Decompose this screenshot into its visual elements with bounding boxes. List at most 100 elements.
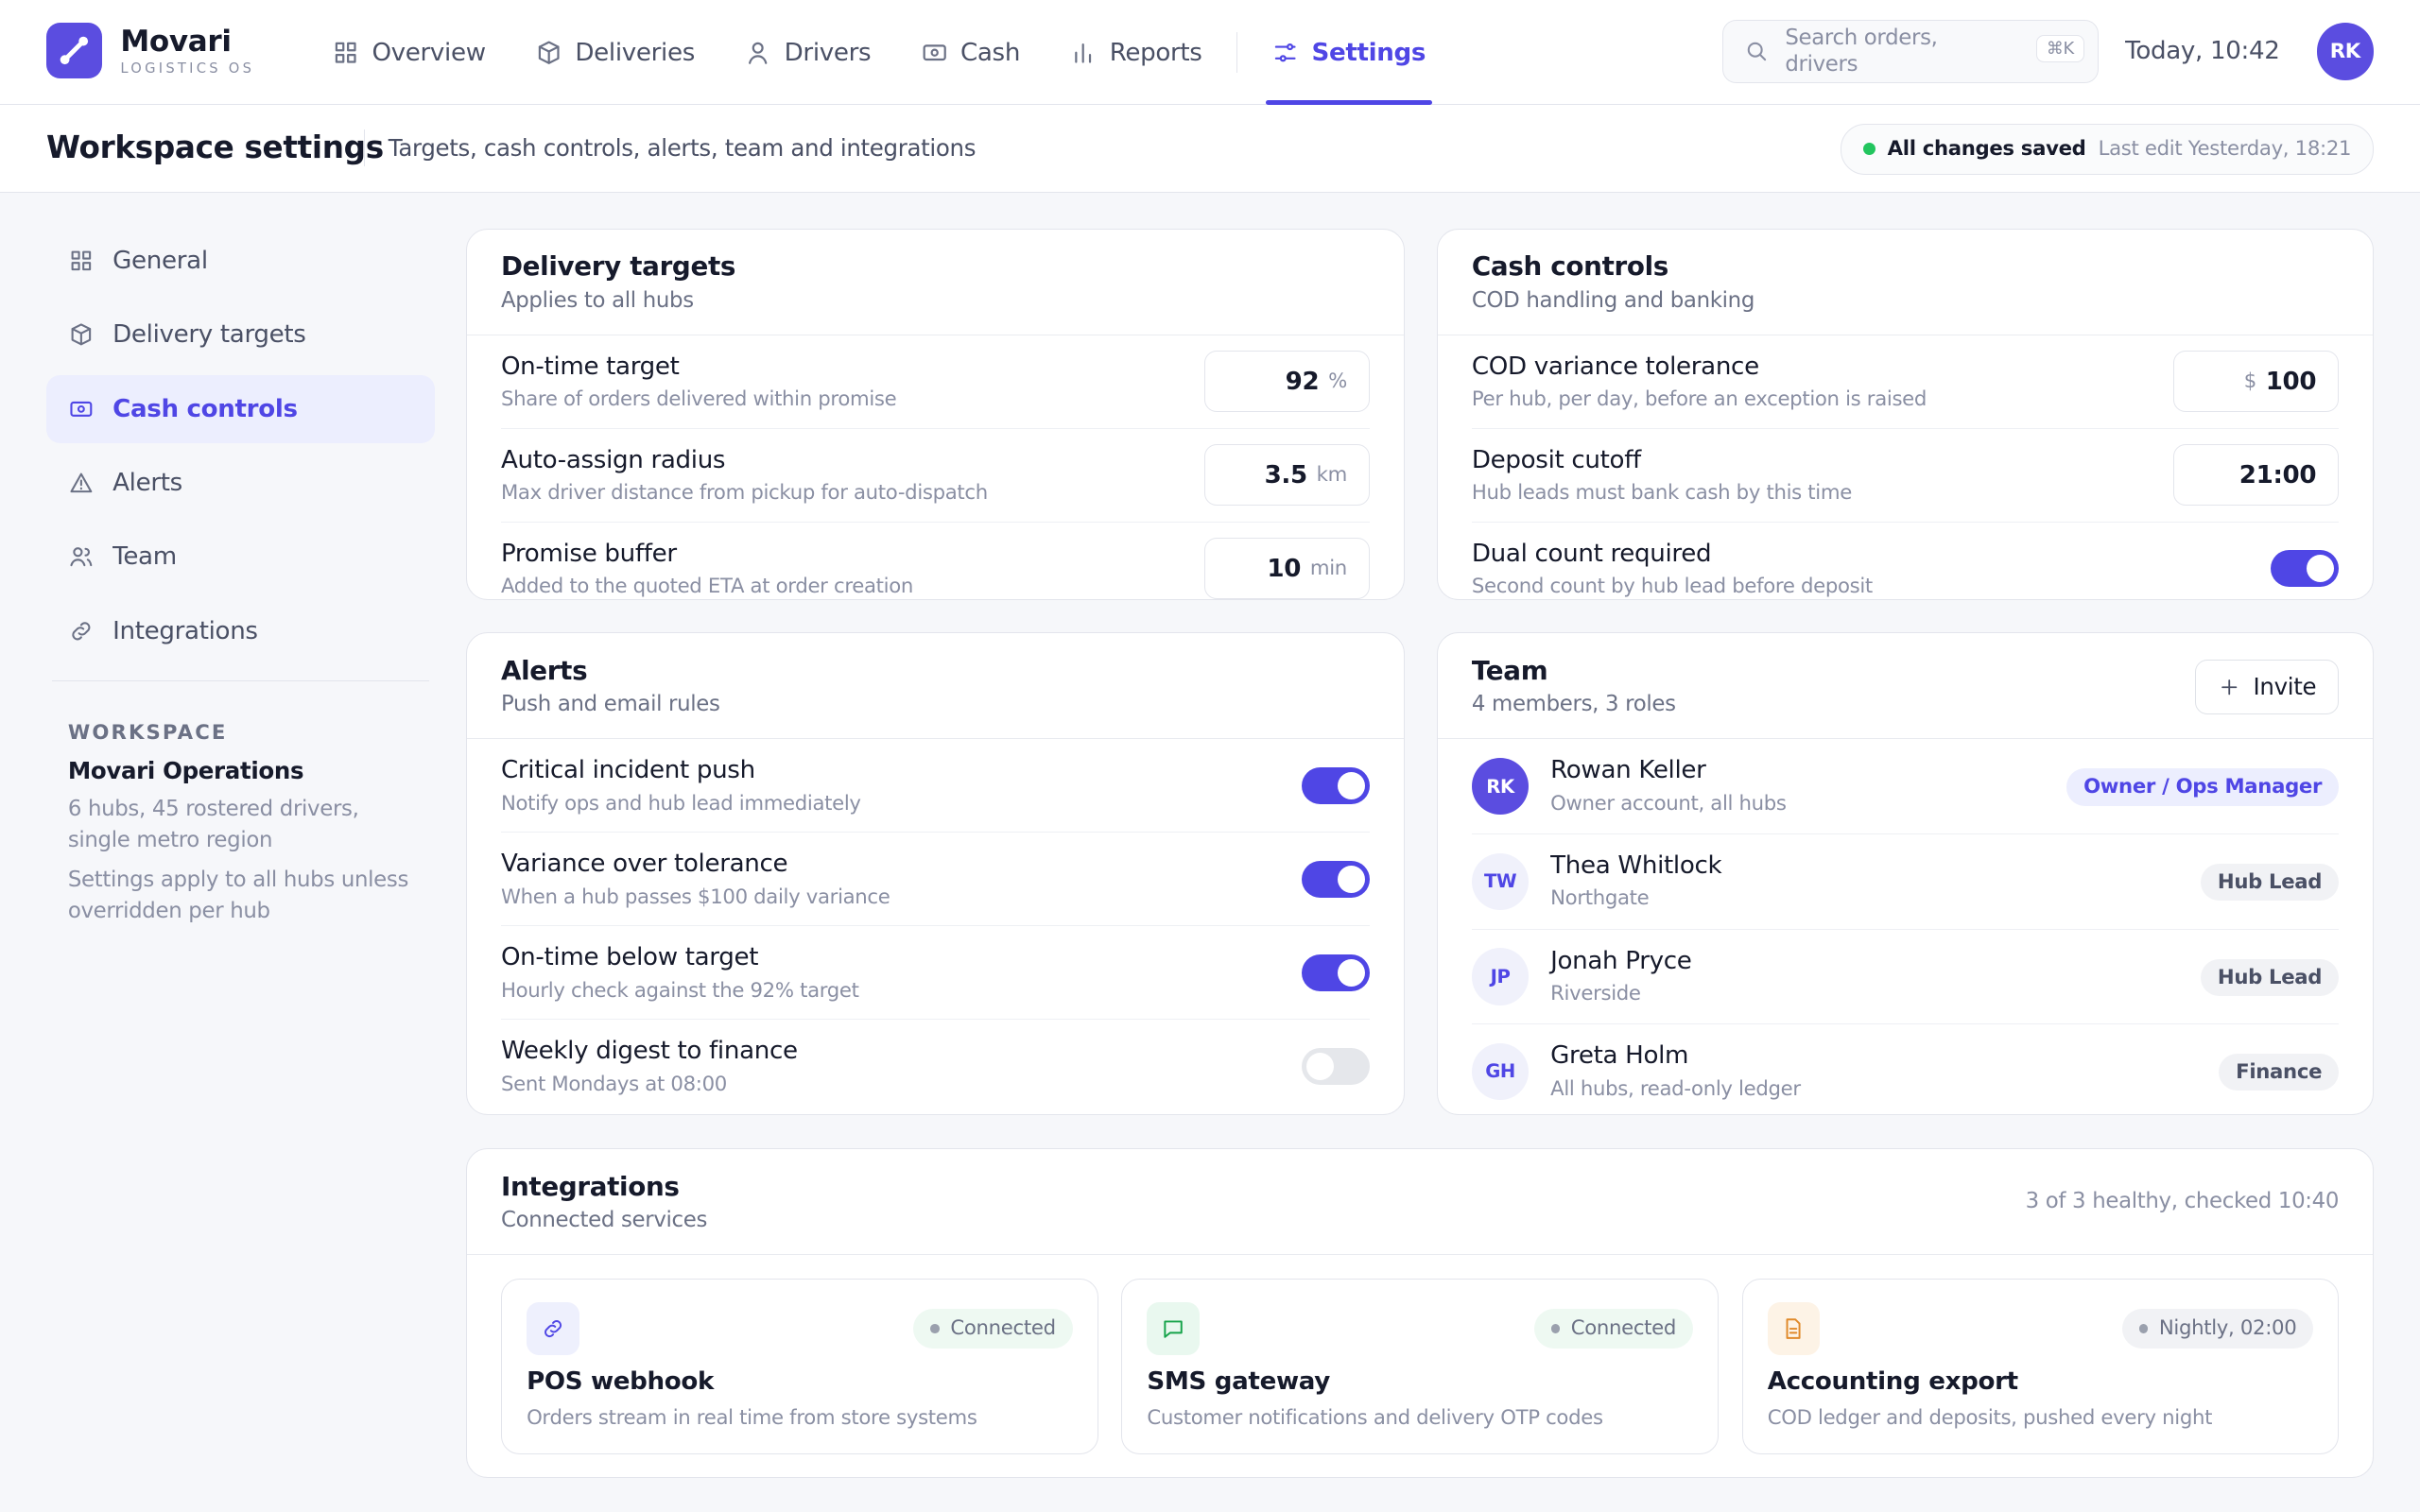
- nav-label: Deliveries: [575, 38, 695, 67]
- member-avatar: GH: [1471, 1042, 1530, 1101]
- input-prefix: $: [2243, 369, 2257, 394]
- member-avatar: RK: [1471, 757, 1530, 816]
- member-detail: Owner account, all hubs: [1550, 791, 1787, 816]
- avatar[interactable]: RK: [2316, 23, 2374, 80]
- integration-desc: Customer notifications and delivery OTP …: [1147, 1405, 1603, 1430]
- nav-item[interactable]: Deliveries: [535, 0, 695, 105]
- workspace-note: 6 hubs, 45 rostered drivers, single metr…: [67, 797, 359, 852]
- card: Delivery targets Applies to all hubs On-ti…: [466, 228, 1405, 601]
- setting-hint: Second count by hub lead before deposit: [1471, 575, 1873, 599]
- integration-badge: Connected: [1533, 1308, 1693, 1349]
- setting-hint: Per hub, per day, before an exception is…: [1471, 387, 1927, 412]
- sidebar-label: Integrations: [112, 616, 258, 645]
- setting-label: Critical incident push: [500, 756, 755, 785]
- setting-input[interactable]: 3.5 km: [1204, 443, 1370, 507]
- member-row: JP Jonah Pryce Riverside Hub Lead: [1471, 930, 2340, 1025]
- logo[interactable]: [45, 23, 102, 79]
- sidebar-item[interactable]: Integrations: [46, 597, 435, 665]
- input-unit: min: [1309, 557, 1347, 580]
- page-subtitle: Targets, cash controls, alerts, team and…: [364, 129, 976, 167]
- setting-hint: Hub leads must bank cash by this time: [1471, 481, 1852, 506]
- setting-row: On-time below target Hourly check against…: [500, 926, 1370, 1021]
- setting-label: Deposit cutoff: [1471, 445, 1641, 474]
- card: Cash controls COD handling and banking COD…: [1436, 228, 2374, 601]
- integration-card[interactable]: Connected SMS gateway Customer notificatio…: [1121, 1278, 1720, 1454]
- input-value: 3.5: [1264, 460, 1308, 490]
- sidebar-label: Alerts: [112, 468, 182, 497]
- integration-desc: COD ledger and deposits, pushed every ni…: [1767, 1405, 2213, 1430]
- toggle[interactable]: [1301, 1047, 1370, 1085]
- nav-item[interactable]: Reports: [1069, 0, 1202, 105]
- nav-item[interactable]: Drivers: [744, 0, 872, 105]
- input-value: 92: [1285, 367, 1320, 396]
- setting-hint: Sent Mondays at 08:00: [500, 1072, 727, 1096]
- input-unit: km: [1316, 463, 1348, 488]
- nav-separator: [1236, 32, 1238, 73]
- toggle[interactable]: [1301, 954, 1370, 991]
- setting-row: Weekly digest to finance Sent Mondays at …: [501, 1020, 1370, 1112]
- card: Team 4 members, 3 roles Invite RK Rowan Kell…: [1436, 632, 2374, 1116]
- nav-label: Cash: [959, 38, 1021, 67]
- integration-name: SMS gateway: [1147, 1366, 1330, 1396]
- sidebar-item[interactable]: General: [46, 227, 435, 295]
- toggle[interactable]: [1301, 860, 1370, 898]
- member-avatar: JP: [1471, 948, 1530, 1005]
- search[interactable]: Search orders, drivers ⌘K: [1722, 20, 2100, 84]
- card: Integrations Connected services 3 of 3 hea…: [466, 1147, 2374, 1479]
- setting-row: Auto-assign radius Max driver distance fr…: [500, 429, 1370, 523]
- setting-input[interactable]: 10 min: [1204, 537, 1370, 600]
- card-subtitle: COD handling and banking: [1471, 287, 1754, 313]
- sidebar-item[interactable]: Delivery targets: [46, 301, 435, 369]
- setting-label: On-time below target: [500, 943, 759, 972]
- integration-card[interactable]: Connected POS webhook Orders stream in rea…: [500, 1278, 1098, 1454]
- tagline: LOGISTICS OS: [120, 60, 255, 77]
- top-bar: Movari LOGISTICS OS Overview Deliveries Driv…: [0, 0, 2420, 106]
- setting-label: On-time target: [500, 352, 680, 381]
- workspace-name: Movari Operations: [67, 757, 304, 785]
- setting-label: Promise buffer: [500, 539, 677, 568]
- integration-icon: [527, 1302, 579, 1355]
- setting-hint: Added to the quoted ETA at order creatio…: [500, 575, 914, 599]
- setting-input[interactable]: 21:00: [2173, 443, 2340, 507]
- toggle[interactable]: [2271, 549, 2340, 588]
- card-header: Alerts Push and email rules: [467, 633, 1404, 740]
- brand: Movari: [120, 25, 232, 60]
- member-row: RK Rowan Keller Owner account, all hubs Own…: [1471, 739, 2340, 834]
- integration-badge: Connected: [913, 1308, 1073, 1349]
- sidebar-item[interactable]: Team: [46, 523, 435, 591]
- setting-row: On-time target Share of orders delivered …: [500, 335, 1370, 429]
- setting-row: Promise buffer Added to the quoted ETA at…: [500, 523, 1370, 600]
- integration-desc: Orders stream in real time from store sy…: [527, 1405, 977, 1430]
- card-subtitle: 4 members, 3 roles: [1471, 692, 1676, 717]
- setting-hint: Max driver distance from pickup for auto…: [500, 481, 988, 506]
- setting-input[interactable]: 92%: [1204, 350, 1370, 413]
- integration-status: 3 of 3 healthy, checked 10:40: [2025, 1189, 2340, 1214]
- setting-label: Variance over tolerance: [500, 850, 788, 879]
- setting-label: Dual count required: [1471, 539, 1712, 568]
- setting-input[interactable]: $100: [2173, 350, 2340, 413]
- workspace-label: WORKSPACE: [67, 721, 228, 746]
- setting-row: Variance over tolerance When a hub passes…: [500, 833, 1370, 927]
- input-value: 21:00: [2238, 460, 2317, 490]
- sidebar-item[interactable]: Alerts: [46, 449, 435, 517]
- nav-item[interactable]: Overview: [332, 0, 486, 105]
- integration-name: Accounting export: [1767, 1366, 2018, 1396]
- integration-card[interactable]: Nightly, 02:00 Accounting export COD ledge…: [1741, 1278, 2340, 1454]
- nav-item[interactable]: Cash: [921, 0, 1021, 105]
- setting-hint: Share of orders delivered within promise: [500, 387, 897, 412]
- nav: Overview Deliveries Drivers Cash Reports Sett…: [332, 0, 1475, 106]
- card-header: Team 4 members, 3 roles Invite: [1437, 633, 2373, 740]
- invite-button[interactable]: Invite: [2195, 660, 2340, 714]
- sidebar-item[interactable]: Cash controls: [45, 374, 436, 443]
- input-unit: %: [1328, 369, 1347, 394]
- card-header: Delivery targets Applies to all hubs: [467, 230, 1404, 335]
- role-badge: Hub Lead: [2200, 958, 2340, 996]
- toggle[interactable]: [1301, 766, 1370, 804]
- member-detail: Riverside: [1550, 982, 1641, 1006]
- member-avatar: TW: [1471, 852, 1530, 910]
- status-text: All changes saved: [1887, 137, 2086, 162]
- nav-item[interactable]: Settings: [1265, 0, 1432, 106]
- setting-row: Dual count required Second count by hub l…: [1471, 523, 2340, 600]
- card: Alerts Push and email rules Critical incid…: [466, 632, 1405, 1116]
